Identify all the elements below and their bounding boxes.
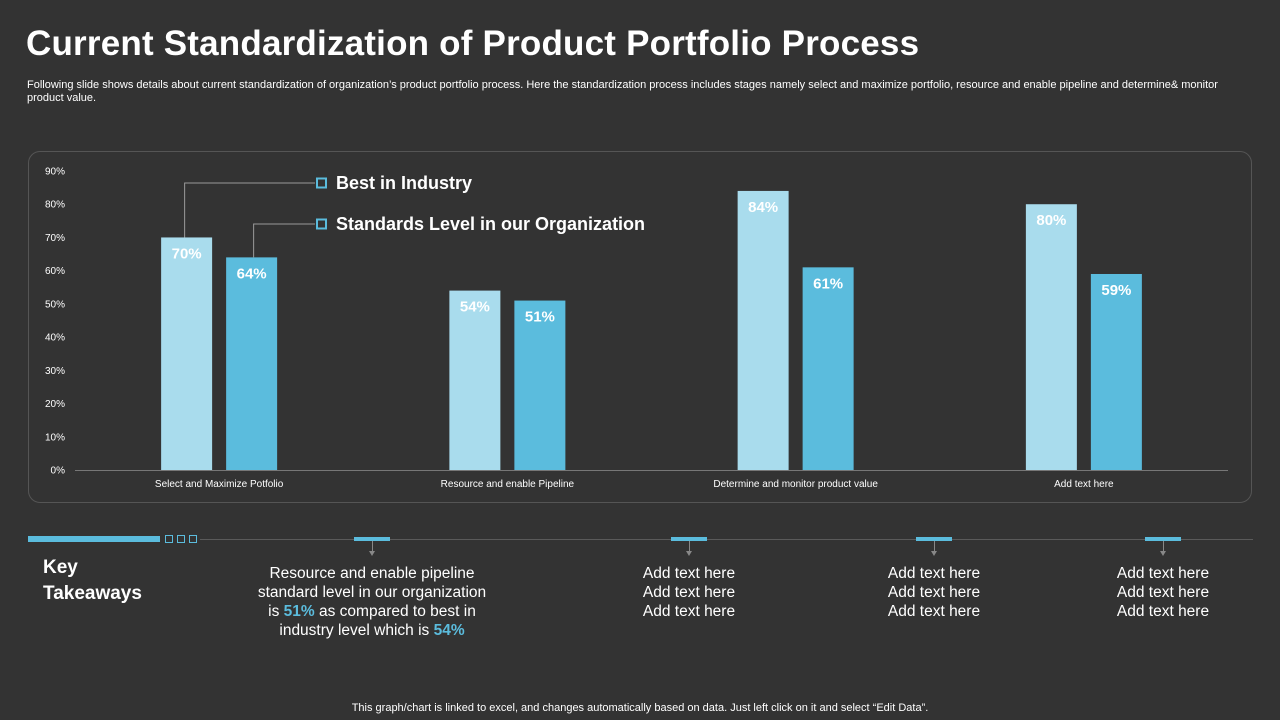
y-tick-label: 0%: [51, 466, 66, 477]
legend-marker: [316, 218, 327, 230]
down-arrow-icon: [1160, 541, 1166, 556]
legend-connector: [253, 223, 315, 258]
down-arrow-icon: [369, 541, 375, 556]
data-label: 51%: [525, 309, 555, 326]
y-tick-label: 60%: [45, 266, 65, 277]
footer-note: This graph/chart is linked to excel, and…: [351, 702, 929, 714]
takeaway-marker: [916, 537, 952, 541]
highlight-value: 51%: [283, 603, 315, 620]
bar: [737, 190, 789, 470]
bar: [1025, 204, 1077, 470]
y-tick-label: 10%: [45, 432, 65, 443]
legend-connector: [184, 182, 315, 238]
takeaway-main: Resource and enable pipeline standard le…: [257, 565, 487, 639]
y-tick-label: 40%: [45, 333, 65, 344]
decor-square: [189, 535, 197, 543]
takeaway-marker: [1145, 537, 1181, 541]
legend-marker: [316, 177, 327, 189]
takeaway-marker: [671, 537, 707, 541]
bar-chart[interactable]: 0% 10% 20% 30% 40% 50% 60% 70% 80% 90% 70% 64% Selec…: [0, 0, 1280, 520]
key-takeaways-title: Key Takeaways: [43, 557, 142, 604]
bar: [161, 237, 213, 470]
down-arrow-icon: [931, 541, 937, 556]
legend-label: Standards Level in our Organization: [336, 214, 645, 234]
y-tick-label: 70%: [45, 233, 65, 244]
bar: [802, 267, 854, 470]
takeaway-item: Add text here Add text here Add text her…: [887, 565, 981, 620]
y-tick-label: 30%: [45, 366, 65, 377]
chart-panel: [28, 151, 1252, 503]
bar: [514, 300, 566, 470]
data-label: 64%: [237, 265, 267, 282]
highlight-value: 54%: [433, 622, 465, 639]
data-label: 54%: [460, 299, 490, 316]
page-subtitle: Following slide shows details about curr…: [27, 79, 1218, 104]
decor-square: [177, 535, 185, 543]
x-tick-label: Determine and monitor product value: [713, 479, 878, 490]
x-tick-label: Resource and enable Pipeline: [441, 479, 575, 490]
decor-square: [165, 535, 173, 543]
bar: [226, 257, 278, 470]
data-label: 59%: [1101, 282, 1131, 299]
takeaway-item: Add text here Add text here Add text her…: [642, 565, 736, 620]
y-tick-label: 80%: [45, 200, 65, 211]
down-arrow-icon: [686, 541, 692, 556]
x-tick-label: Select and Maximize Potfolio: [155, 479, 284, 490]
page-title: Current Standardization of Product Portf…: [26, 24, 920, 63]
takeaway-divider: [200, 539, 1253, 540]
y-tick-label: 20%: [45, 399, 65, 410]
data-label: 80%: [1036, 212, 1066, 229]
data-label: 70%: [172, 245, 202, 262]
bar: [449, 290, 501, 470]
takeaway-item: Add text here Add text here Add text her…: [1116, 565, 1210, 620]
x-tick-label: Add text here: [1054, 479, 1114, 490]
data-label: 84%: [748, 199, 778, 216]
legend-label: Best in Industry: [336, 173, 472, 193]
takeaway-accent-bar: [28, 536, 160, 542]
data-label: 61%: [813, 275, 843, 292]
takeaway-marker: [354, 537, 390, 541]
y-tick-label: 90%: [45, 167, 65, 178]
bar: [1090, 273, 1142, 470]
y-tick-label: 50%: [45, 299, 65, 310]
